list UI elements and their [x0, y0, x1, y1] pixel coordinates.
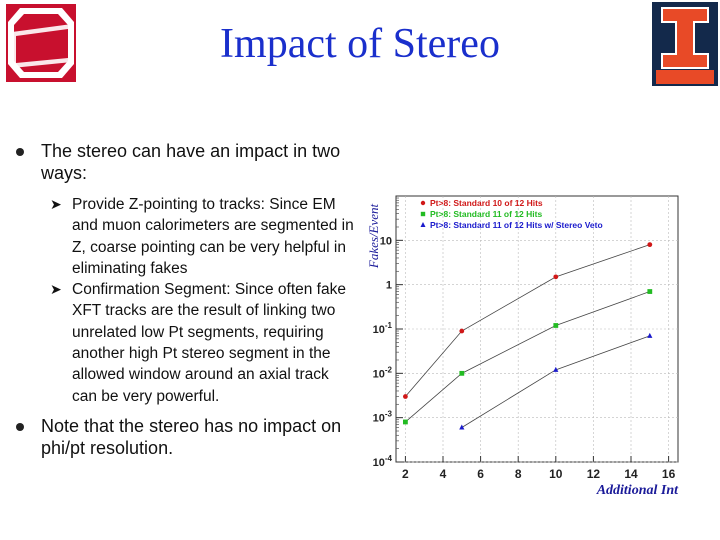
bullet-dot-icon — [16, 422, 24, 431]
series-line — [405, 244, 650, 397]
y-tick-label: 10-2 — [373, 365, 393, 380]
sub-bullet-item: ➤ Provide Z-pointing to tracks: Since EM… — [14, 194, 354, 279]
x-tick-label: 8 — [515, 467, 522, 481]
ohio-state-logo — [6, 4, 76, 82]
y-tick-label: 10-1 — [373, 321, 393, 336]
data-point — [459, 370, 465, 376]
sub-bullet-text: Confirmation Segment: Since often fake X… — [72, 281, 346, 405]
y-axis-label: Fakes/Event — [366, 203, 381, 269]
data-point — [553, 366, 559, 372]
data-point — [403, 394, 408, 399]
sub-bullet-text: Provide Z-pointing to tracks: Since EM a… — [72, 196, 354, 277]
y-tick-label: 10-3 — [373, 410, 393, 425]
legend-label: Pt>8: Standard 11 of 12 Hits w/ Stereo V… — [430, 220, 603, 230]
bullet-item: Note that the stereo has no impact on ph… — [14, 415, 354, 459]
legend-label: Pt>8: Standard 11 of 12 Hits — [430, 209, 542, 219]
data-point — [647, 289, 653, 294]
bullet-dot-icon — [16, 148, 24, 156]
data-point — [459, 328, 465, 334]
x-tick-label: 14 — [624, 467, 638, 481]
bullet-text: Note that the stereo has no impact on ph… — [41, 415, 342, 458]
data-point — [647, 332, 653, 338]
bullet-item: The stereo can have an impact in two way… — [14, 140, 354, 184]
y-tick-label: 10 — [380, 235, 392, 247]
slide-title: Impact of Stereo — [220, 21, 500, 67]
illinois-logo — [652, 2, 718, 86]
arrow-bullet-icon: ➤ — [50, 196, 62, 212]
fakes-per-event-chart: 2 4 6 8 10 12 14 16 10 1 10-1 10-2 10-3 10-4 Fakes/Eve… — [366, 195, 679, 498]
x-tick-label: 12 — [587, 467, 601, 481]
y-tick-label: 1 — [386, 280, 392, 292]
x-tick-label: 10 — [549, 467, 563, 481]
series-line — [405, 291, 650, 423]
legend-marker — [420, 211, 426, 217]
bullet-text: The stereo can have an impact in two way… — [41, 141, 341, 183]
data-point — [553, 274, 559, 280]
bullet-list: The stereo can have an impact in two way… — [14, 140, 354, 459]
data-point — [647, 242, 653, 248]
sub-bullet-item: ➤ Confirmation Segment: Since often fake… — [14, 279, 354, 407]
legend-marker — [420, 222, 426, 227]
legend-marker — [420, 200, 426, 206]
x-tick-label: 16 — [662, 467, 676, 481]
x-tick-label: 4 — [440, 467, 447, 481]
x-tick-label: 6 — [477, 467, 484, 481]
y-tick-label: 10-4 — [373, 454, 393, 469]
data-point — [553, 323, 559, 328]
x-tick-label: 2 — [402, 467, 409, 481]
legend-label: Pt>8: Standard 10 of 12 Hits — [430, 198, 543, 208]
data-point — [459, 424, 465, 430]
arrow-bullet-icon: ➤ — [50, 281, 62, 298]
x-axis-label: Additional Int — [596, 483, 679, 498]
data-point — [403, 419, 408, 425]
